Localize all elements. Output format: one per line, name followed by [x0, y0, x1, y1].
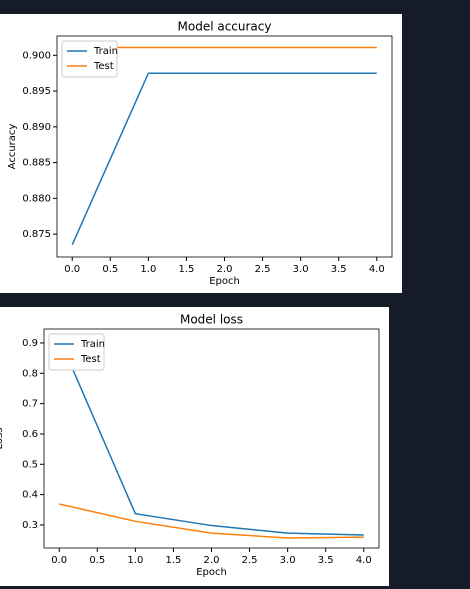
x-tick-label: 4.0 — [369, 264, 385, 275]
x-tick-label: 0.0 — [51, 555, 67, 566]
y-tick-label: 0.890 — [22, 122, 51, 133]
y-tick-label: 0.5 — [22, 459, 38, 470]
y-axis-label: Accuracy — [7, 124, 18, 170]
y-tick-label: 0.8 — [22, 368, 38, 379]
x-axis-label: Epoch — [196, 567, 227, 578]
y-tick-label: 0.895 — [22, 86, 51, 97]
legend-label: Test — [93, 61, 114, 72]
legend-label: Test — [80, 354, 101, 365]
x-tick-label: 2.0 — [217, 264, 233, 275]
panel — [0, 14, 402, 293]
x-axis-label: Epoch — [209, 276, 240, 287]
x-tick-label: 3.5 — [331, 264, 347, 275]
x-tick-label: 2.0 — [204, 555, 220, 566]
x-tick-label: 0.5 — [102, 264, 118, 275]
x-tick-label: 0.0 — [64, 264, 80, 275]
legend-box — [61, 40, 118, 78]
y-tick-label: 0.880 — [22, 193, 51, 204]
legend-label: Train — [80, 339, 105, 350]
x-tick-label: 1.5 — [178, 264, 194, 275]
legend-label: Train — [93, 46, 118, 57]
y-tick-label: 0.9 — [22, 338, 38, 349]
y-tick-label: 0.875 — [22, 229, 51, 240]
x-tick-label: 3.0 — [293, 264, 309, 275]
x-tick-label: 2.5 — [242, 555, 258, 566]
y-tick-label: 0.4 — [22, 490, 38, 501]
y-tick-label: 0.6 — [22, 429, 38, 440]
x-tick-label: 3.5 — [318, 555, 334, 566]
x-tick-label: 2.5 — [255, 264, 271, 275]
chart-title: Model accuracy — [178, 20, 272, 34]
series-line — [58, 337, 364, 536]
plot-frame — [56, 35, 393, 258]
y-tick-label: 0.900 — [22, 50, 51, 61]
y-tick-label: 0.885 — [22, 158, 51, 169]
plot-frame — [43, 328, 380, 549]
y-tick-label: 0.7 — [22, 399, 38, 410]
x-tick-label: 4.0 — [356, 555, 372, 566]
x-tick-label: 1.0 — [127, 555, 143, 566]
y-tick-label: 0.3 — [22, 520, 38, 531]
x-tick-label: 1.5 — [165, 555, 181, 566]
series-line — [59, 503, 364, 539]
y-axis-label: Loss — [0, 428, 5, 450]
x-tick-label: 3.0 — [280, 555, 296, 566]
series-line — [71, 72, 377, 246]
chart-title: Model loss — [180, 313, 243, 327]
x-tick-label: 1.0 — [140, 264, 156, 275]
legend-box — [48, 333, 105, 371]
x-tick-label: 0.5 — [89, 555, 105, 566]
